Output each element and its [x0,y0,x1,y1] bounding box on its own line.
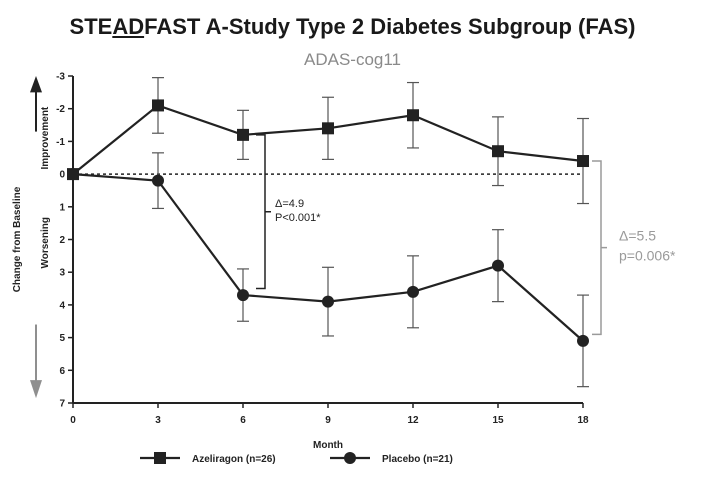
annotation-bracket-2 [592,160,607,336]
worsening-label: Worsening [40,217,51,268]
y-tick-label: 7 [59,399,65,410]
y-tick-label: 4 [59,300,65,311]
azeliragon-point [407,109,419,122]
azeliragon-point [237,128,249,141]
y-tick-label: 0 [59,170,65,181]
y-tick-label: -1 [56,137,65,148]
y-axis-label: Change from Baseline [12,186,23,292]
y-tick-label: 1 [59,202,65,213]
legend-azeliragon-label: Azeliragon (n=26) [192,454,276,465]
azeliragon-point [152,99,164,112]
x-tick-label: 18 [577,415,589,426]
title-suffix: FAST A-Study Type 2 Diabetes Subgroup (F… [144,14,636,39]
y-tick-label: -3 [56,72,65,83]
placebo-point [492,259,504,272]
x-tick-label: 9 [325,415,331,426]
annotation-text-1: P<0.001* [275,212,321,224]
azeliragon-point [577,155,589,168]
azeliragon-point [492,145,504,158]
azeliragon-point [322,122,334,135]
placebo-point [67,168,79,181]
legend-placebo-label: Placebo (n=21) [382,454,453,465]
title-prefix: STE [69,14,113,39]
y-tick-label: 5 [59,333,65,344]
x-tick-label: 12 [407,415,419,426]
y-tick-label: -2 [56,104,65,115]
legend-azeliragon-marker [154,452,166,464]
improvement-label: Improvement [40,106,51,169]
placebo-point [152,174,164,187]
annotation-text-1: Δ=4.9 [275,198,304,210]
worsening-arrow-icon [30,380,42,399]
x-tick-label: 15 [492,415,504,426]
chart-title: STEADFAST A-Study Type 2 Diabetes Subgro… [0,14,705,40]
title-underlined: AD [112,14,145,39]
x-axis-label: Month [313,440,343,451]
placebo-point [407,285,419,298]
x-tick-label: 3 [155,415,161,426]
x-tick-label: 6 [240,415,246,426]
placebo-point [322,295,334,308]
annotation-text-2: p=0.006* [619,248,676,264]
annotation-bracket-1 [256,134,271,290]
annotation-text-2: Δ=5.5 [619,228,656,244]
chart-subtitle: ADAS-cog11 [303,50,401,69]
y-tick-label: 6 [59,366,65,377]
improvement-arrow-icon [30,76,42,93]
x-tick-label: 0 [70,415,76,426]
y-tick-label: 3 [59,268,65,279]
legend-placebo-marker [344,452,356,464]
placebo-point [237,289,249,302]
placebo-point [577,334,589,347]
y-tick-label: 2 [59,235,65,246]
